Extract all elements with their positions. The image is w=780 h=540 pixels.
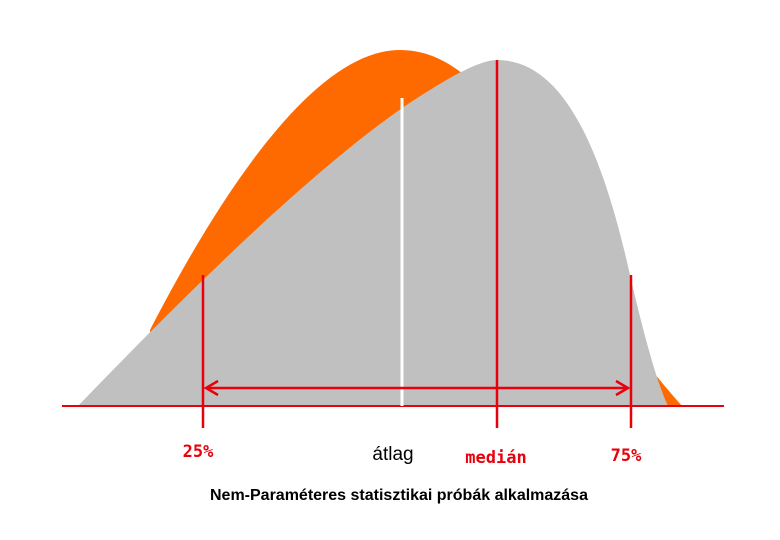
gray-distribution-curve (78, 60, 668, 406)
mean-label: átlag (372, 444, 413, 465)
median-label: medián (465, 448, 526, 468)
q75-label: 75% (611, 446, 642, 466)
q25-label: 25% (183, 442, 214, 462)
interquartile-range-arrow (203, 379, 631, 397)
diagram-caption: Nem-Paraméteres statisztikai próbák alka… (210, 487, 588, 504)
